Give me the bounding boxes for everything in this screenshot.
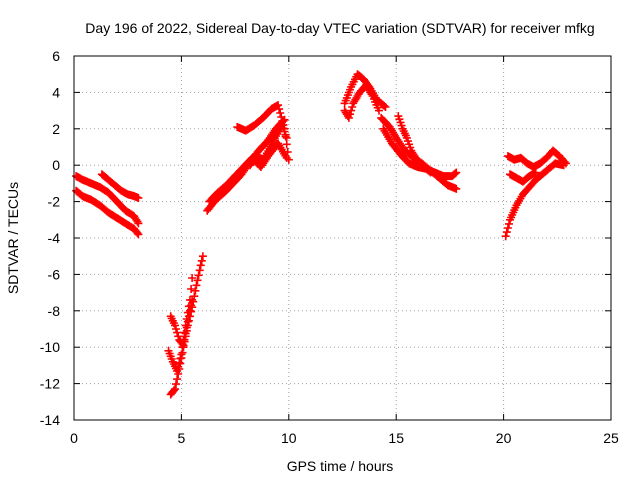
y-tick-label: 2 [52, 121, 60, 137]
series-arc-4e [394, 112, 435, 177]
y-tick-label: 6 [52, 48, 60, 64]
plus-markers [377, 113, 461, 193]
series-arc-2b [164, 274, 197, 375]
y-tick-label: -12 [40, 376, 60, 392]
y-tick-label: -14 [40, 412, 60, 428]
series-arc-1b [72, 186, 143, 239]
chart-title: Day 196 of 2022, Sidereal Day-to-day VTE… [85, 20, 594, 36]
series-arc-3d [246, 121, 291, 170]
y-tick-label: -8 [48, 303, 61, 319]
y-tick-label: -2 [48, 194, 61, 210]
y-tick-label: -4 [48, 230, 61, 246]
data-series [72, 70, 570, 399]
series-arc-5b [503, 146, 570, 171]
y-tick-label: -10 [40, 339, 60, 355]
x-tick-label: 10 [281, 430, 297, 446]
x-tick-label: 15 [388, 430, 404, 446]
plus-markers [72, 172, 143, 228]
plot-frame [73, 55, 612, 421]
y-tick-label: 0 [52, 157, 60, 173]
series-arc-3b [205, 139, 291, 206]
y-tick-label: 4 [52, 84, 60, 100]
plus-markers [164, 274, 197, 375]
plus-markers [246, 121, 291, 170]
plus-markers [72, 186, 143, 239]
y-axis-label: SDTVAR / TECUs [5, 182, 21, 294]
x-tick-label: 20 [496, 430, 512, 446]
series-arc-4b [340, 81, 383, 122]
plus-markers [501, 159, 568, 241]
plus-markers [205, 139, 291, 206]
x-axis-label: GPS time / hours [287, 458, 394, 474]
plus-markers [394, 112, 435, 177]
x-tick-label: 25 [603, 430, 619, 446]
series-arc-5a [501, 159, 568, 241]
x-tick-label: 0 [70, 430, 78, 446]
series-arc-4c [377, 113, 461, 193]
plus-markers [503, 146, 570, 171]
series-arc-1c [97, 170, 143, 202]
plus-markers [506, 168, 540, 186]
plus-markers [166, 295, 197, 350]
series-arc-2c [166, 295, 197, 350]
series-arc-5c [506, 168, 540, 186]
plus-markers [97, 170, 143, 202]
series-arc-1a [72, 172, 143, 228]
x-tick-label: 5 [178, 430, 186, 446]
y-tick-label: -6 [48, 266, 61, 282]
plus-markers [340, 81, 383, 122]
